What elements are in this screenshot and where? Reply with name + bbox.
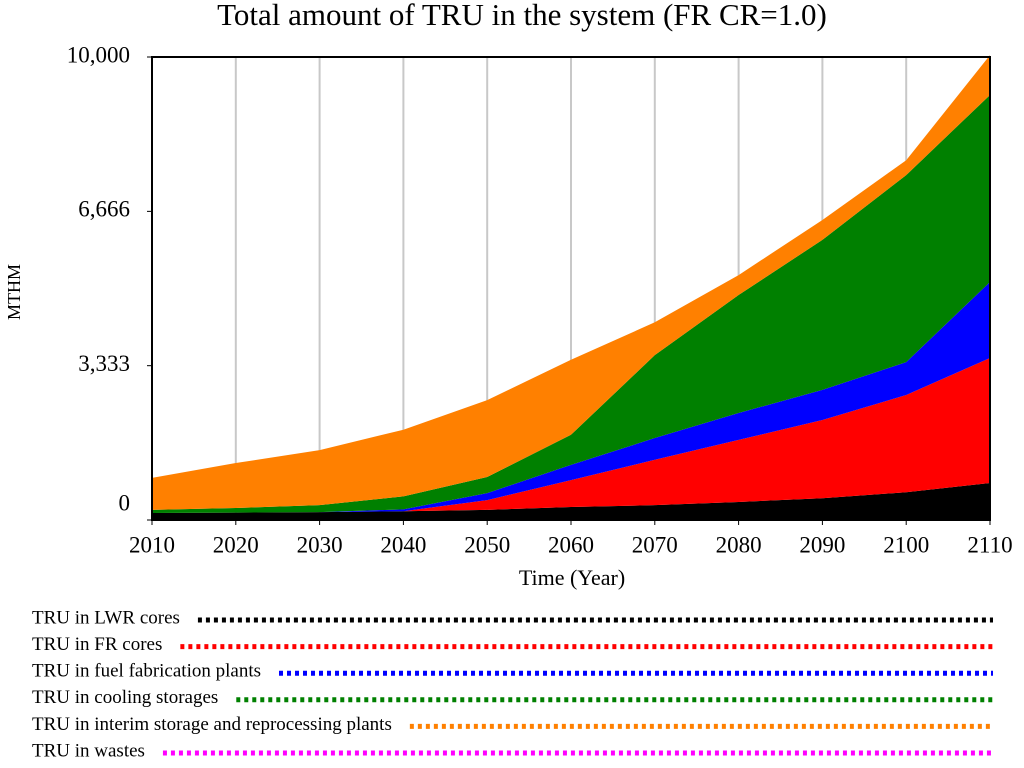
legend-label: TRU in wastes xyxy=(32,740,145,761)
y-tick-label: 6,666 xyxy=(78,197,130,222)
x-tick-label: 2080 xyxy=(716,532,762,557)
legend-label: TRU in FR cores xyxy=(32,634,162,655)
x-tick-label: 2090 xyxy=(799,532,845,557)
x-tick-label: 2100 xyxy=(883,532,929,557)
area xyxy=(152,282,990,514)
x-tick-label: 2070 xyxy=(632,532,678,557)
legend-label: TRU in interim storage and reprocessing … xyxy=(32,714,392,735)
x-axis-label: Time (Year) xyxy=(519,565,625,590)
legend-label: TRU in LWR cores xyxy=(32,607,180,628)
chart-title: Total amount of TRU in the system (FR CR… xyxy=(217,0,827,32)
x-tick-label: 2050 xyxy=(464,532,510,557)
x-tick-label: 2040 xyxy=(380,532,426,557)
x-tick-label: 2030 xyxy=(297,532,343,557)
y-tick-label: 10,000 xyxy=(67,42,130,67)
x-tick-label: 2060 xyxy=(548,532,594,557)
x-tick-label: 2020 xyxy=(213,532,259,557)
area xyxy=(152,357,990,514)
area xyxy=(152,482,990,520)
y-tick-label: 3,333 xyxy=(78,351,130,376)
legend-label: TRU in fuel fabrication plants xyxy=(32,661,261,682)
x-tick-label: 2110 xyxy=(967,532,1012,557)
area xyxy=(152,94,990,514)
y-tick-label: 0 xyxy=(119,490,131,515)
area xyxy=(152,55,990,510)
y-axis-label: MTHM xyxy=(4,264,24,320)
legend-label: TRU in cooling storages xyxy=(32,687,218,708)
x-tick-label: 2010 xyxy=(129,532,175,557)
